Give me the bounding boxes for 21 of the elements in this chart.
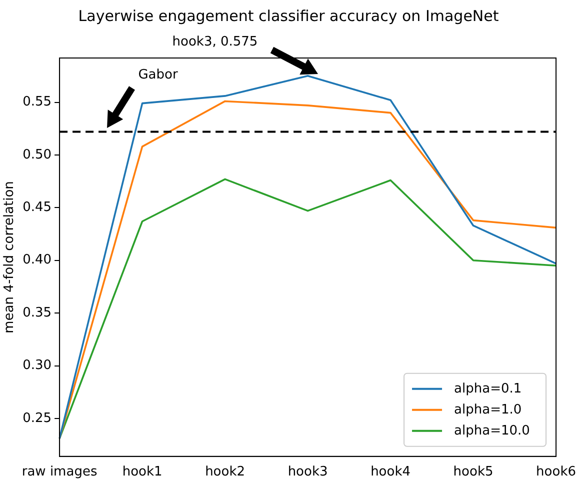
- legend-label: alpha=0.1: [454, 381, 522, 396]
- y-tick-label: 0.55: [22, 94, 52, 110]
- y-tick-label: 0.50: [22, 147, 52, 162]
- x-tick-label: raw images: [22, 464, 98, 480]
- x-tick-label: hook4: [370, 464, 411, 480]
- annotation: Gabor: [138, 67, 178, 82]
- y-tick-label: 0.30: [22, 358, 52, 374]
- x-tick-label: hook1: [122, 464, 162, 480]
- y-tick-label: 0.45: [22, 200, 52, 216]
- text: hook3, 0.575: [172, 34, 258, 50]
- y-tick-label: 0.40: [22, 252, 52, 268]
- y-tick-label: 0.25: [22, 410, 52, 426]
- y-axis-title: mean 4-fold correlation: [2, 181, 18, 334]
- y-tick-label: 0.35: [22, 305, 52, 320]
- x-tick-label: hook3: [288, 464, 328, 480]
- legend-label: alpha=10.0: [454, 423, 530, 438]
- x-tick-label: hook5: [453, 464, 494, 480]
- legend-label: alpha=1.0: [454, 402, 522, 418]
- x-tick-label: hook6: [536, 464, 576, 480]
- chart-title: Layerwise engagement classifier accuracy on ImageNet: [78, 6, 499, 25]
- x-tick-label: hook2: [205, 464, 246, 480]
